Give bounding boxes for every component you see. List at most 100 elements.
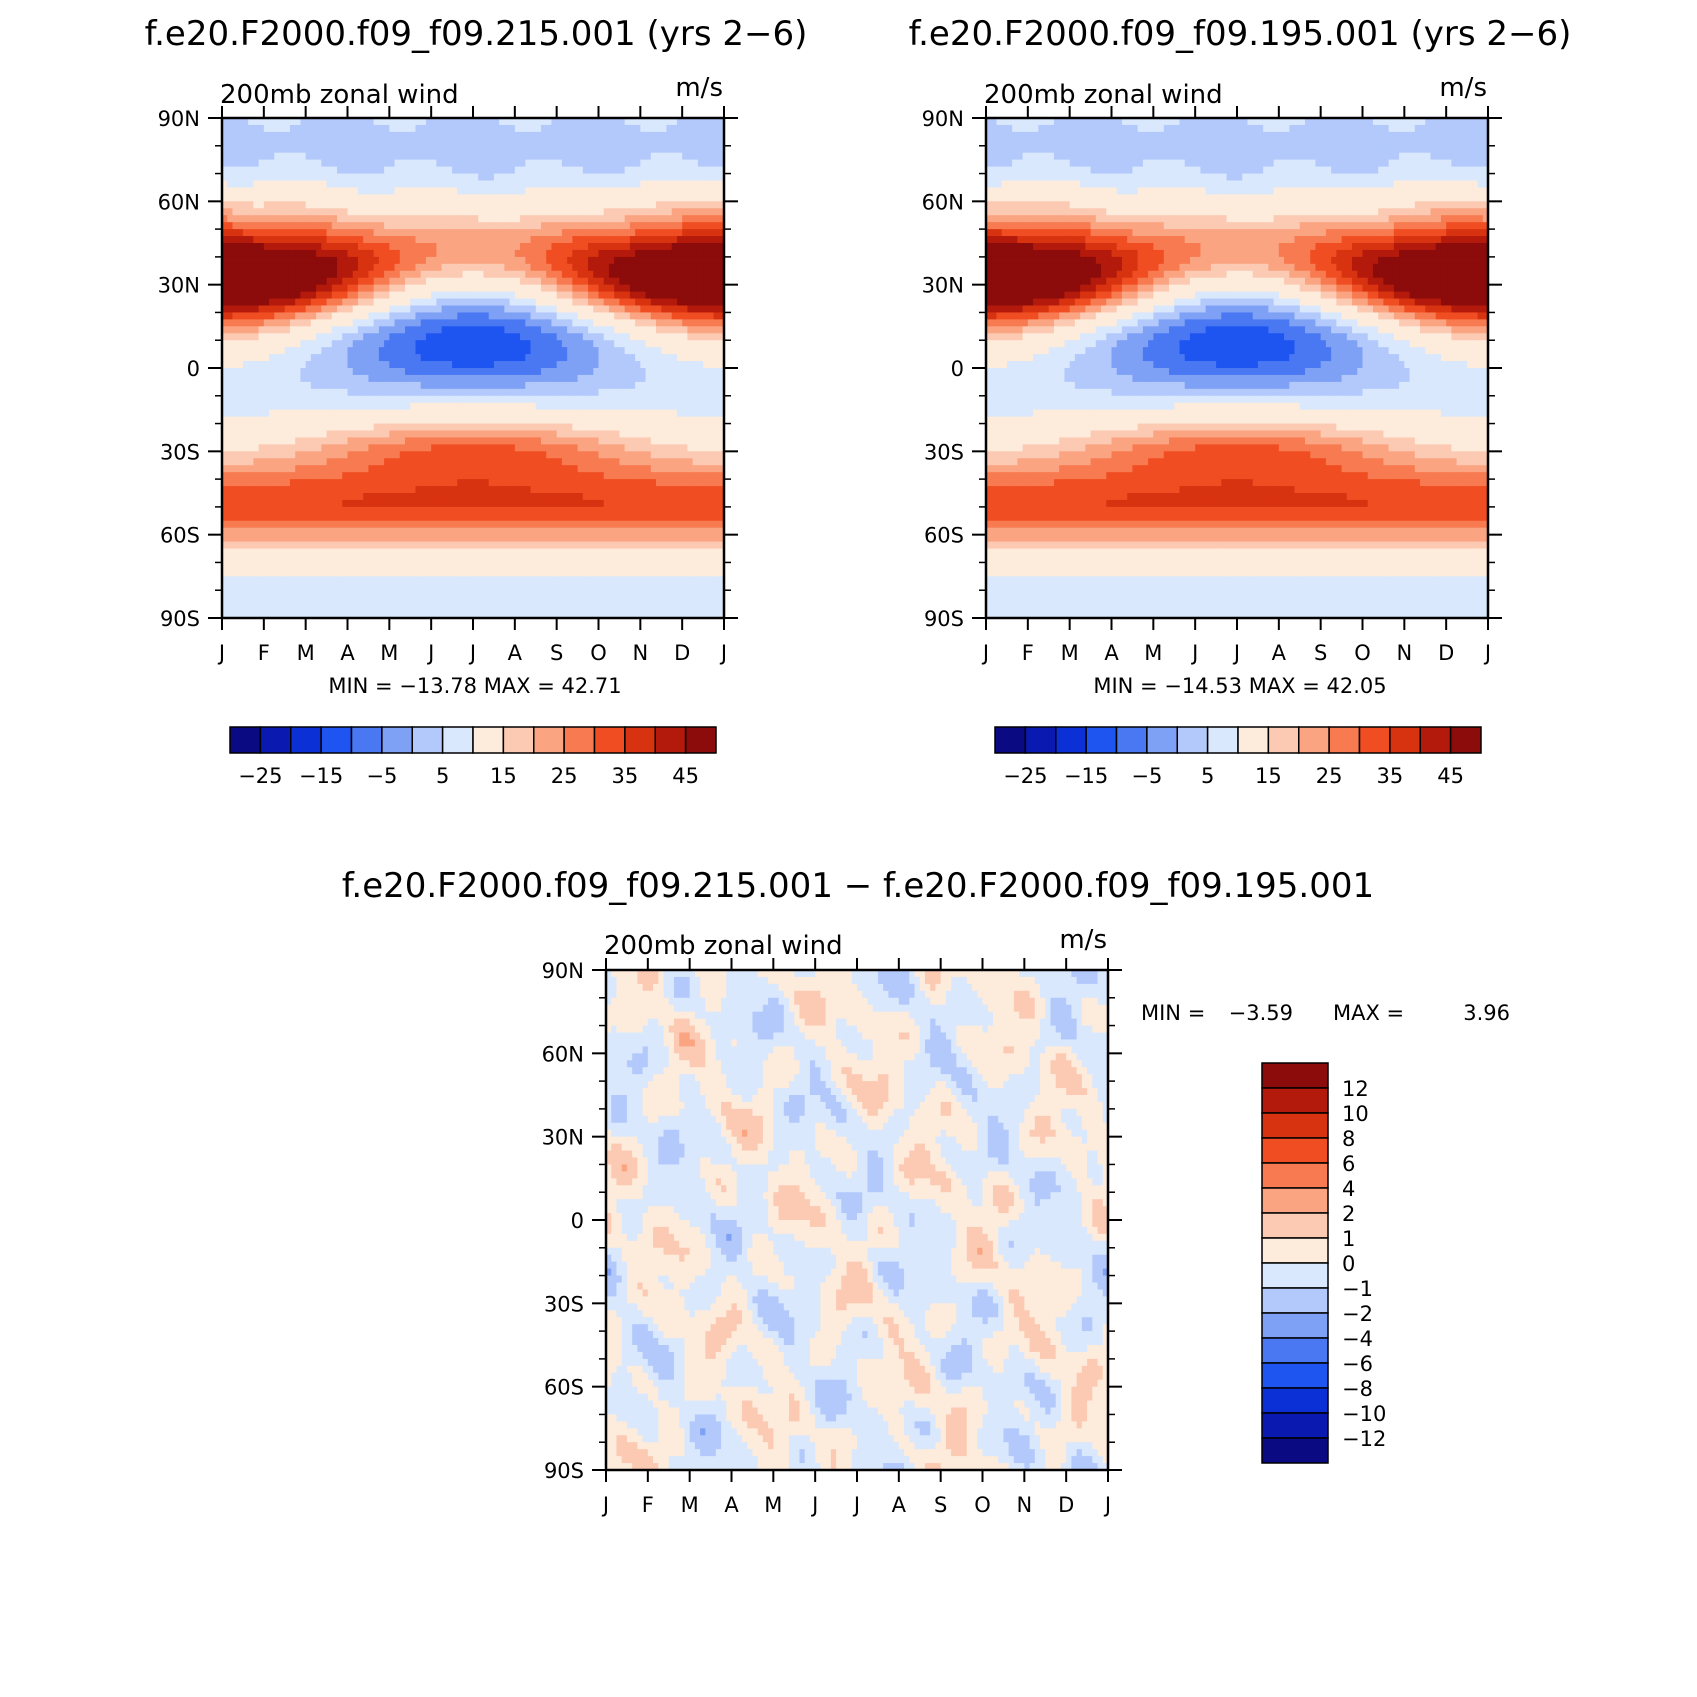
contour-cell xyxy=(535,131,542,140)
contour-cell xyxy=(253,374,260,383)
contour-cell xyxy=(227,152,234,161)
contour-cell xyxy=(520,194,526,202)
contour-cell xyxy=(452,173,458,182)
contour-cell xyxy=(425,395,432,404)
contour-cell xyxy=(561,152,568,161)
contour-cell xyxy=(713,298,720,307)
contour-cell xyxy=(499,152,505,161)
contour-cell xyxy=(279,152,286,161)
contour-cell xyxy=(608,451,615,459)
contour-cell xyxy=(640,159,647,168)
contour-cell xyxy=(645,173,652,182)
contour-cell xyxy=(650,180,657,189)
contour-cell xyxy=(363,423,370,432)
contour-cell xyxy=(640,319,647,327)
contour-cell xyxy=(525,284,532,293)
contour-cell xyxy=(237,222,244,230)
contour-cell xyxy=(321,409,328,418)
contour-cell xyxy=(321,472,328,480)
contour-cell xyxy=(650,284,657,293)
contour-cell xyxy=(582,395,589,404)
contour-cell xyxy=(420,187,427,195)
contour-cell xyxy=(645,263,652,272)
contour-cell xyxy=(279,159,286,168)
contour-cell xyxy=(556,437,563,445)
contour-cell xyxy=(473,298,479,307)
contour-cell xyxy=(462,305,469,314)
contour-cell xyxy=(635,451,641,459)
contour-cell xyxy=(305,284,312,293)
contour-cell xyxy=(478,361,485,369)
contour-cell xyxy=(269,249,275,258)
contour-cell xyxy=(540,291,547,300)
contour-cell xyxy=(629,333,636,341)
contour-cell xyxy=(525,326,532,334)
contour-cell xyxy=(399,263,406,272)
contour-cell xyxy=(415,152,422,161)
contour-cell xyxy=(582,472,589,480)
contour-cell xyxy=(551,229,558,237)
contour-cell xyxy=(405,326,411,334)
contour-cell xyxy=(556,423,563,432)
contour-cell xyxy=(483,166,490,175)
contour-cell xyxy=(436,249,443,258)
contour-cell xyxy=(561,437,568,445)
contour-cell xyxy=(253,305,260,314)
contour-cell xyxy=(436,340,443,348)
contour-cell xyxy=(399,131,406,140)
contour-cell xyxy=(530,465,537,473)
contour-cell xyxy=(624,298,631,307)
contour-cell xyxy=(488,180,495,189)
contour-cell xyxy=(488,263,495,272)
contour-cell xyxy=(410,166,417,175)
contour-cell xyxy=(535,284,542,293)
contour-cell xyxy=(310,409,317,418)
contour-cell xyxy=(499,284,505,293)
contour-cell xyxy=(556,409,563,418)
contour-cell xyxy=(232,270,239,279)
contour-cell xyxy=(504,381,511,390)
contour-cell xyxy=(546,222,553,230)
contour-cell xyxy=(582,215,589,223)
contour-cell xyxy=(347,388,354,397)
contour-cell xyxy=(530,409,537,418)
contour-cell xyxy=(692,347,699,355)
contour-cell xyxy=(462,368,469,376)
contour-cell xyxy=(614,131,621,140)
contour-cell xyxy=(504,201,511,209)
contour-cell xyxy=(614,180,621,189)
contour-cell xyxy=(352,124,359,133)
contour-cell xyxy=(378,340,385,348)
contour-cell xyxy=(321,277,328,286)
contour-cell xyxy=(614,270,621,279)
contour-cell xyxy=(316,229,322,237)
contour-cell xyxy=(530,229,537,237)
contour-cell xyxy=(284,187,291,195)
contour-cell xyxy=(567,215,573,223)
contour-cell xyxy=(242,458,249,466)
contour-cell xyxy=(310,451,317,459)
contour-cell xyxy=(697,270,704,279)
contour-cell xyxy=(598,138,605,147)
contour-cell xyxy=(284,472,291,480)
contour-cell xyxy=(561,423,568,432)
contour-cell xyxy=(248,145,254,154)
contour-cell xyxy=(452,368,458,376)
contour-cell xyxy=(713,416,720,425)
contour-cell xyxy=(431,381,437,390)
contour-cell xyxy=(473,284,479,293)
contour-cell xyxy=(713,388,720,397)
contour-cell xyxy=(551,118,558,126)
contour-cell xyxy=(499,395,505,404)
contour-cell xyxy=(384,166,390,175)
contour-cell xyxy=(420,201,427,209)
contour-cell xyxy=(504,333,511,341)
contour-cell xyxy=(363,173,370,182)
contour-cell xyxy=(368,458,375,466)
contour-cell xyxy=(624,166,631,175)
contour-cell xyxy=(326,249,333,258)
contour-cell xyxy=(373,416,380,425)
contour-cell xyxy=(682,340,688,348)
contour-cell xyxy=(635,118,641,126)
contour-cell xyxy=(258,277,265,286)
